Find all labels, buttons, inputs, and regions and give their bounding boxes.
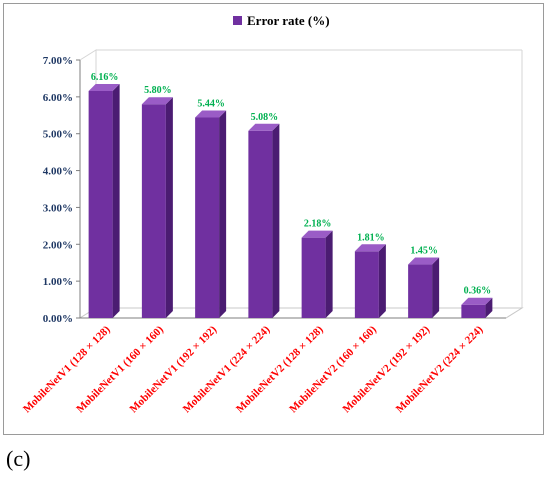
- bar-side: [485, 297, 493, 318]
- bar-side: [165, 97, 173, 318]
- data-label: 1.81%: [357, 232, 385, 243]
- data-label: 5.44%: [197, 98, 225, 109]
- bar: [248, 130, 273, 318]
- legend-label: Error rate (%): [247, 13, 330, 28]
- category-label: MobileNetV1 (224 × 224): [181, 323, 273, 415]
- bar-top: [88, 83, 120, 91]
- data-label: 5.80%: [144, 85, 172, 96]
- bar-side: [219, 110, 227, 318]
- data-label: 6.16%: [91, 72, 119, 83]
- bar: [408, 264, 433, 318]
- bar-top: [301, 230, 333, 238]
- category-label: MobileNetV2 (224 × 224): [394, 323, 486, 415]
- data-label: 2.18%: [304, 219, 332, 230]
- y-tick-label: 4.00%: [43, 166, 73, 178]
- y-tick-label: 1.00%: [43, 276, 73, 288]
- bar: [195, 117, 220, 318]
- category-label: MobileNetV1 (160 × 160): [74, 323, 166, 415]
- data-label: 1.45%: [410, 246, 438, 257]
- bar-side: [378, 244, 386, 318]
- y-tick-label: 7.00%: [43, 55, 73, 67]
- bar-chart: 0.00% 1.00% 2.00% 3.00% 4.00% 5.00% 6.00% 7.00%…: [21, 13, 524, 415]
- bar-side: [272, 123, 280, 318]
- legend-swatch: [233, 16, 242, 25]
- data-label: 0.36%: [464, 286, 492, 297]
- category-label: MobileNetV1 (192 × 192): [127, 323, 219, 415]
- bar-top: [195, 110, 227, 118]
- bar-side: [112, 83, 120, 319]
- category-label: MobileNetV2 (160 × 160): [287, 323, 379, 415]
- y-tick-label: 0.00%: [43, 313, 73, 325]
- category-label: MobileNetV2 (192 × 192): [340, 323, 432, 415]
- bar: [301, 237, 326, 318]
- bar-top: [248, 123, 280, 131]
- y-tick-label: 2.00%: [43, 239, 73, 251]
- y-tick-label: 3.00%: [43, 202, 73, 214]
- bar-top: [461, 297, 493, 305]
- panel-label: (c): [6, 446, 31, 471]
- bar-side: [325, 230, 333, 318]
- bar-top: [354, 244, 386, 252]
- y-tick-label: 6.00%: [43, 92, 73, 104]
- category-label: MobileNetV1 (128 × 128): [21, 323, 113, 415]
- bar: [354, 251, 379, 318]
- category-label: MobileNetV2 (128 × 128): [234, 323, 326, 415]
- bar: [141, 104, 166, 318]
- y-tick-label: 5.00%: [43, 129, 73, 141]
- bar: [88, 90, 113, 319]
- bar-top: [408, 257, 440, 265]
- bar-side: [432, 257, 440, 318]
- bar: [461, 304, 486, 318]
- data-label: 5.08%: [251, 112, 279, 123]
- bar-top: [141, 97, 173, 105]
